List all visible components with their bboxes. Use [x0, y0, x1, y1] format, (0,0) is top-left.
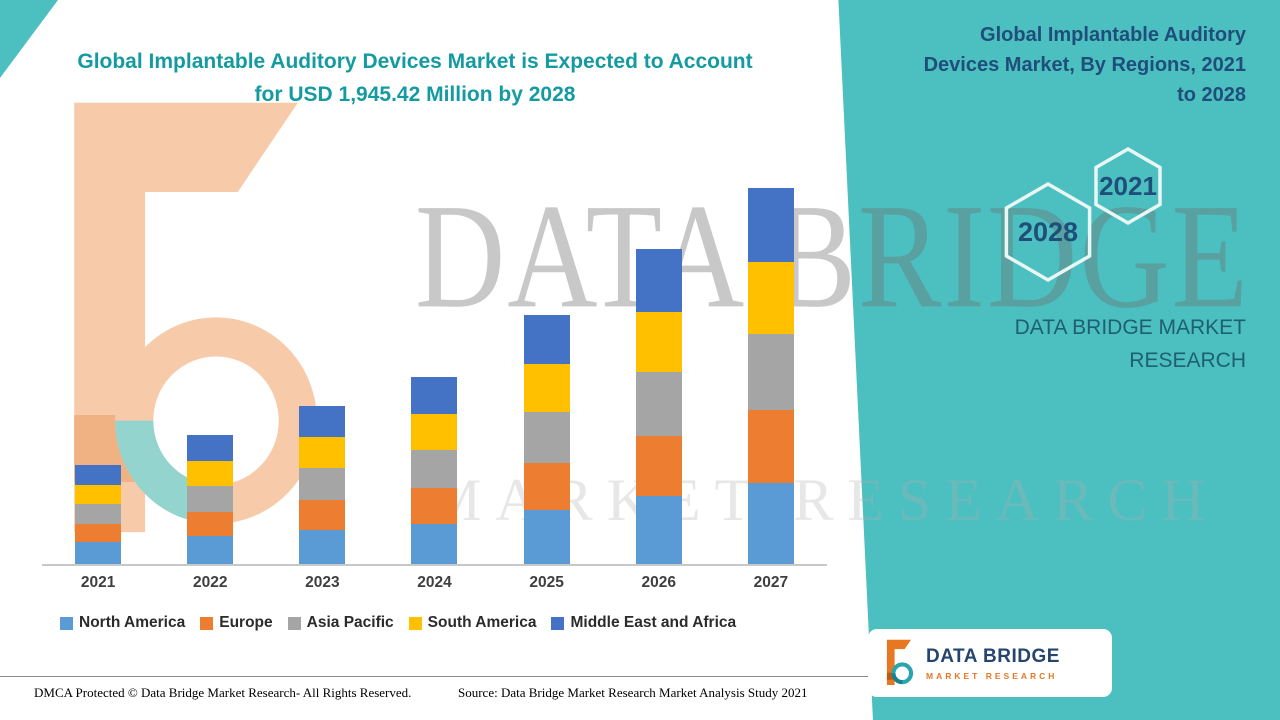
data-bridge-logo-icon: [886, 639, 914, 686]
chart-headline: Global Implantable Auditory Devices Mark…: [77, 50, 753, 106]
bar-2026: [635, 249, 682, 564]
segment-2027-asia-pacific: [747, 334, 794, 411]
segment-2025-middle-east-and-africa: [523, 314, 570, 365]
bar-2023: [299, 406, 346, 564]
legend-item-south-america: South America: [408, 614, 537, 632]
legend-item-asia-pacific: Asia Pacific: [287, 614, 394, 632]
segment-2023-south-america: [299, 437, 346, 468]
hexagon-2028-outline: [1004, 181, 1092, 283]
segment-2024-asia-pacific: [411, 450, 458, 489]
footer-logo-tagline: MARKET RESEARCH: [926, 670, 1058, 681]
x-label-2023: 2023: [305, 574, 340, 591]
footer-divider: [0, 676, 868, 677]
segment-2021-south-america: [75, 484, 122, 504]
segment-2026-south-america: [635, 311, 682, 373]
legend-label: South America: [427, 614, 537, 631]
segment-2022-north-america: [187, 536, 234, 564]
dmca-notice: DMCA Protected © Data Bridge Market Rese…: [34, 685, 412, 700]
segment-2025-north-america: [523, 510, 570, 564]
year-hexagons: 2028 2021: [1004, 146, 1162, 283]
x-label-2024: 2024: [417, 574, 452, 591]
segment-2021-north-america: [75, 542, 122, 564]
legend-item-europe: Europe: [200, 614, 273, 632]
hexagon-2021-label: 2021: [1099, 171, 1157, 201]
footer-logo-text: DATA BRIDGE MARKET RESEARCH: [926, 646, 1060, 681]
segment-2025-south-america: [523, 364, 570, 413]
segment-2027-north-america: [747, 482, 794, 564]
data-bridge-watermark-text: DATA BRIDGE: [415, 174, 1250, 340]
segment-2021-middle-east-and-africa: [75, 465, 122, 485]
bar-2022: [187, 435, 234, 564]
segment-2023-asia-pacific: [299, 467, 346, 501]
x-label-2027: 2027: [753, 574, 789, 591]
hexagon-2021-outline: [1094, 146, 1162, 226]
source-note: Source: Data Bridge Market Research Mark…: [458, 685, 808, 700]
plot-area: [42, 172, 827, 566]
bar-2024: [411, 377, 458, 564]
legend-swatch: [408, 616, 422, 630]
segment-2027-south-america: [747, 261, 794, 335]
segment-2023-north-america: [299, 529, 346, 564]
legend-label: Asia Pacific: [306, 614, 394, 631]
segment-2022-europe: [187, 511, 234, 537]
legend-item-north-america: North America: [60, 614, 185, 632]
segment-2024-north-america: [411, 523, 458, 564]
x-axis-labels: 2021 2022 2023 2024 2025 2026 2027: [42, 574, 827, 592]
legend-swatch: [287, 616, 301, 630]
segment-2027-middle-east-and-africa: [747, 187, 794, 262]
segment-2022-asia-pacific: [187, 485, 234, 512]
brand-wordmark: DATA BRIDGE MARKET RESEARCH: [1014, 316, 1246, 372]
x-label-2025: 2025: [529, 574, 564, 591]
top-left-corner-accent: [0, 0, 58, 78]
x-label-2022: 2022: [192, 574, 228, 591]
segment-2023-middle-east-and-africa: [299, 406, 346, 438]
right-panel-title: Global Implantable Auditory Devices Mark…: [923, 24, 1246, 106]
segment-2023-europe: [299, 500, 346, 530]
legend-label: Middle East and Africa: [570, 614, 737, 631]
footer-logo-card: DATA BRIDGE MARKET RESEARCH: [868, 629, 1112, 697]
segment-2026-north-america: [635, 495, 682, 564]
legend-swatch: [60, 616, 73, 630]
segment-2025-asia-pacific: [523, 412, 570, 463]
segment-2021-asia-pacific: [75, 503, 122, 524]
segment-2027-europe: [747, 410, 794, 483]
segment-2026-asia-pacific: [635, 372, 682, 437]
legend-swatch: [551, 616, 565, 630]
segment-2026-europe: [635, 436, 682, 496]
legend-label: North America: [79, 614, 186, 631]
x-label-2021: 2021: [80, 574, 116, 591]
legend-item-middle-east-and-africa: Middle East and Africa: [551, 614, 736, 632]
x-label-2026: 2026: [641, 574, 677, 591]
legend-swatch: [200, 616, 214, 630]
bar-2027: [747, 187, 794, 564]
footer-logo-name: DATA BRIDGE: [926, 645, 1060, 667]
segment-2024-europe: [411, 488, 458, 524]
bar-2021: [75, 465, 122, 564]
segment-2021-europe: [75, 523, 122, 543]
legend-label: Europe: [219, 614, 273, 631]
segment-2025-europe: [523, 462, 570, 511]
bar-2025: [523, 314, 570, 564]
chart-legend: North America Europe Asia Pacific South Ame…: [60, 614, 827, 632]
hexagon-2028-label: 2028: [1018, 217, 1078, 247]
stacked-bar-chart: 2021 2022 2023 2024 2025 2026 2027 North Ameri…: [42, 172, 827, 632]
segment-2024-south-america: [411, 414, 458, 451]
segment-2022-middle-east-and-africa: [187, 435, 234, 461]
segment-2022-south-america: [187, 460, 234, 486]
segment-2026-middle-east-and-africa: [635, 249, 682, 312]
segment-2024-middle-east-and-africa: [411, 377, 458, 415]
